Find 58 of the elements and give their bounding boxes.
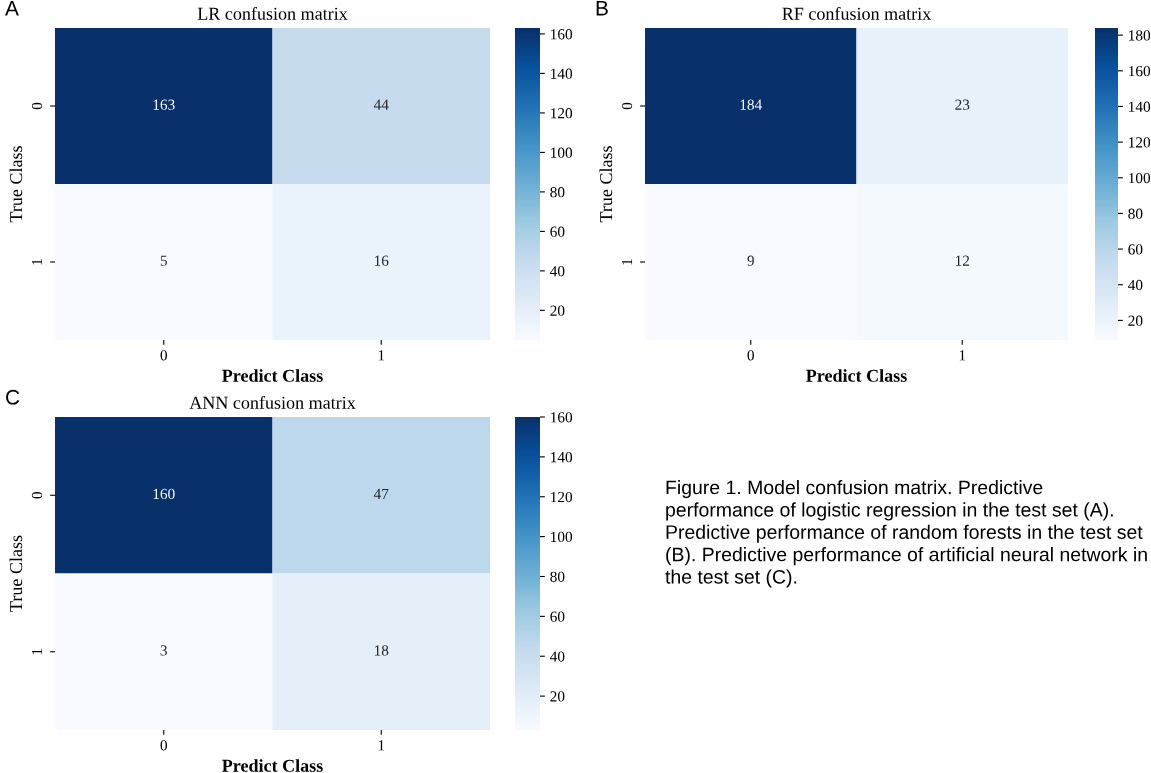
x-tick-label: 1 <box>378 350 385 361</box>
color-bar-label: 80 <box>550 571 565 582</box>
x-axis-title: Predict Class <box>222 759 323 772</box>
color-bar-label: 160 <box>551 29 573 40</box>
color-bar-label: 140 <box>551 452 573 463</box>
data-label: 3 <box>160 645 167 656</box>
color-bar-label: 160 <box>1129 65 1151 77</box>
text: A <box>5 1 19 16</box>
data-label: 5 <box>160 255 167 266</box>
color-bar-label: 40 <box>550 266 565 277</box>
y-axis-title: True Class <box>9 535 23 612</box>
color-bar-label: 20 <box>1128 315 1143 326</box>
color-bar-label: 20 <box>550 691 565 702</box>
color-bar-label: 40 <box>550 651 565 662</box>
color-bar-label: 60 <box>1128 244 1143 255</box>
color-bar-label: 60 <box>550 226 565 237</box>
data-label: 23 <box>955 99 970 110</box>
y-tick-label: 0 <box>31 492 43 499</box>
text: B <box>596 1 608 16</box>
color-bar-label: 180 <box>1129 30 1151 41</box>
y-tick-label: 0 <box>31 102 43 110</box>
x-tick-label: 0 <box>747 350 754 361</box>
color-bar-label: 120 <box>551 491 573 503</box>
data-label: 16 <box>374 255 389 266</box>
color-bar-label: 120 <box>551 108 573 119</box>
data-label: 9 <box>747 255 754 266</box>
x-tick-label: 0 <box>160 350 167 361</box>
x-axis-title: Predict Class <box>806 369 907 382</box>
chart-title: ANN confusion matrix <box>189 395 356 409</box>
data-label: 18 <box>374 645 389 656</box>
text: C <box>6 389 20 405</box>
data-label: 47 <box>373 488 389 499</box>
data-label: 44 <box>373 99 389 110</box>
color-bar-label: 160 <box>551 412 573 423</box>
color-bar-label: 140 <box>1129 101 1151 112</box>
color-bar-label: 80 <box>550 187 565 198</box>
color-bar-label: 20 <box>550 305 565 316</box>
color-bar-label: 100 <box>551 531 573 543</box>
color-bar-label: 100 <box>551 147 573 158</box>
data-label: 160 <box>153 488 175 500</box>
y-tick-label: 1 <box>31 648 43 655</box>
data-label: 184 <box>740 99 762 110</box>
x-tick-label: 1 <box>959 350 966 361</box>
chart-title: RF confusion matrix <box>782 6 932 20</box>
y-tick-label: 1 <box>31 259 43 265</box>
color-bar-label: 40 <box>1128 279 1143 291</box>
data-label: 12 <box>955 255 970 266</box>
color-bar-label: 120 <box>1129 137 1151 148</box>
x-axis-title: Predict Class <box>222 369 323 382</box>
color-bar-label: 140 <box>551 68 573 79</box>
color-bar-label: 100 <box>1129 172 1151 184</box>
chart-title: LR confusion matrix <box>197 6 348 20</box>
data-label: 163 <box>153 99 175 110</box>
y-axis-title: True Class <box>599 146 613 223</box>
y-axis-title: True Class <box>9 146 23 223</box>
caption: Figure 1. Model confusion matrix. Predictive performance of logistic regression in the test set (A). Predictive performance of random forests in the test set (B). Predictive performance of artificial neural network in the test set (C). <box>665 480 1147 588</box>
color-bar-label: 80 <box>1128 208 1143 219</box>
color-bar-label: 60 <box>550 611 565 622</box>
